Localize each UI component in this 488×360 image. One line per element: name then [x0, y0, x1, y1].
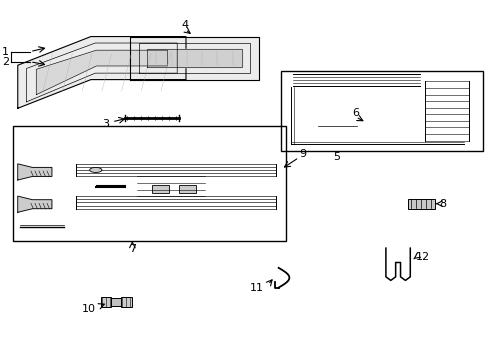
Text: 4: 4 — [181, 20, 188, 30]
Polygon shape — [18, 196, 52, 212]
Polygon shape — [147, 49, 242, 67]
Bar — [13, 126, 285, 241]
Bar — [407, 199, 434, 209]
Bar — [281, 71, 483, 151]
Text: 11: 11 — [249, 283, 264, 293]
Text: 12: 12 — [415, 252, 429, 262]
Bar — [111, 298, 121, 306]
Ellipse shape — [89, 167, 102, 172]
Text: 6: 6 — [351, 108, 359, 118]
Text: 7: 7 — [128, 244, 136, 254]
Bar — [178, 185, 195, 193]
Text: 2: 2 — [2, 57, 9, 67]
Text: 3: 3 — [102, 119, 109, 129]
Polygon shape — [36, 50, 167, 95]
Text: 5: 5 — [333, 152, 340, 162]
Bar — [152, 185, 168, 193]
Text: 10: 10 — [81, 304, 96, 314]
Text: 9: 9 — [299, 149, 306, 159]
Bar — [121, 297, 132, 307]
Text: 1: 1 — [2, 46, 9, 57]
Text: 8: 8 — [439, 199, 446, 209]
Bar — [101, 297, 111, 307]
Polygon shape — [18, 164, 52, 180]
Polygon shape — [130, 37, 259, 80]
Polygon shape — [18, 37, 185, 108]
